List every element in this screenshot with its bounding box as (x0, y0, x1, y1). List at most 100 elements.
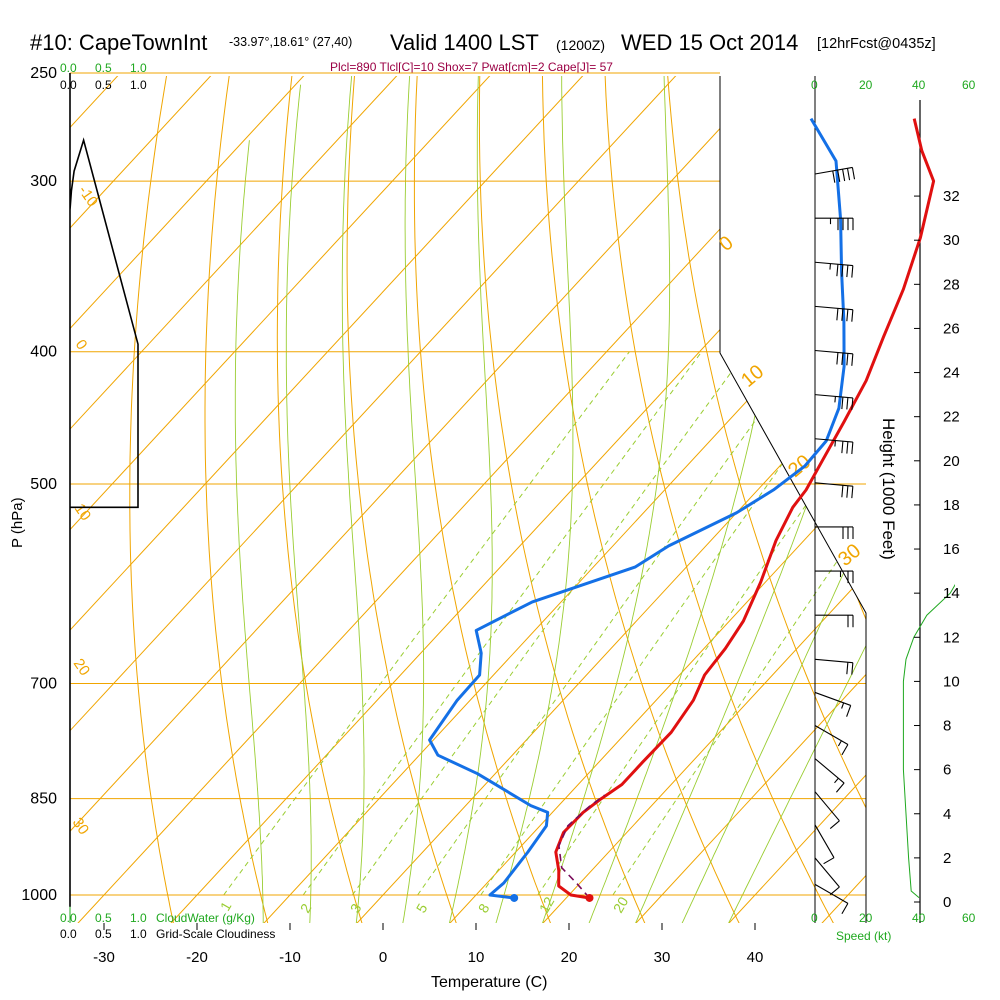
wind-barb-half (834, 440, 836, 447)
wind-barb-flag (846, 353, 849, 366)
wind-barb-half (834, 777, 839, 784)
isotherm-label: -10 (75, 183, 101, 211)
cloudiness-title: Grid-Scale Cloudiness (156, 927, 275, 941)
temperature-tick-label: 30 (654, 949, 671, 966)
wind-barb-flag (841, 441, 844, 454)
speed-scale-label: 60 (962, 911, 976, 925)
height-tick-label: 28 (943, 276, 960, 293)
wind-barb-staff (814, 824, 835, 858)
moist-adiabat-line (541, 76, 671, 923)
dry-adiabat-line (478, 76, 646, 923)
wind-barb-half (837, 740, 842, 747)
wind-barb-flag (829, 820, 840, 829)
wind-barb (815, 570, 854, 584)
y-axis-title: P (hPa) (9, 497, 26, 548)
mixing-ratio-line (351, 351, 747, 896)
isotherm-line (70, 76, 609, 923)
wind-barb (814, 758, 845, 793)
wind-barb-flag (851, 353, 854, 366)
pressure-tick-label: 400 (30, 344, 57, 361)
wind-barb-staff (814, 482, 853, 487)
surface-dewpoint-marker (510, 893, 519, 902)
wind-barb-half (829, 263, 831, 270)
height-tick-label: 4 (943, 806, 951, 823)
wind-barb-flag (836, 264, 839, 277)
wind-barb-staff (814, 857, 840, 888)
cloudiness-scale-label: 1.0 (130, 78, 147, 92)
dry-adiabat-label: 10 (737, 361, 768, 392)
wind-barb-flag (846, 441, 849, 454)
wind-barb-flag (842, 169, 846, 182)
isotherm-line (541, 76, 866, 923)
sounding-series (428, 117, 936, 902)
wind-barb-flag (846, 705, 852, 717)
moist-adiabat-line (402, 76, 425, 923)
wind-barb-staff (814, 349, 853, 355)
forecast-info: [12hrFcst@0435z] (817, 36, 936, 52)
pressure-tick-label: 250 (30, 65, 57, 82)
dry-adiabat-line (665, 76, 866, 923)
wind-barb (814, 883, 849, 915)
wind-barb (814, 261, 854, 278)
temperature-tick-label: -20 (186, 949, 208, 966)
wind-barb-flag (846, 397, 849, 410)
cloud-water-scale-label: 0.5 (95, 911, 112, 925)
height-tick-label: 12 (943, 629, 960, 646)
wind-barb-flag (846, 265, 849, 278)
wind-barb-flag (841, 308, 844, 321)
wind-barb-staff (814, 758, 845, 784)
height-tick-label: 6 (943, 762, 951, 779)
wind-barb (815, 526, 854, 539)
dewpoint-line (428, 117, 846, 900)
wind-barb-staff (814, 691, 851, 706)
mixing-ratio-line (223, 351, 630, 896)
cloudiness-scale-label: 0.0 (60, 927, 77, 941)
wind-barb (814, 482, 854, 499)
dry-adiabat-line (727, 76, 866, 923)
isotherm-line (448, 76, 866, 923)
wind-barb-half (834, 396, 836, 403)
isotherm-line (76, 76, 866, 923)
dry-adiabat-line (413, 76, 552, 923)
height-tick-label: 18 (943, 497, 960, 514)
cloud-scale-bottom: 0.0 0.5 1.0 CloudWater (g/Kg) 0.0 0.5 1.… (60, 911, 275, 941)
wind-barb-flag (841, 264, 844, 277)
wind-barb (814, 438, 854, 455)
dry-adiabat-line (913, 49, 1000, 924)
wind-barb-flag (841, 485, 844, 498)
mixing-ratio-line (480, 351, 863, 896)
wind-barb-flag (851, 397, 854, 410)
isotherm-label: 0 (72, 337, 91, 354)
dry-adiabat-line (850, 76, 866, 923)
wind-barb-flag (835, 782, 845, 793)
dry-adiabat-line (346, 76, 457, 923)
isotherm-line (70, 76, 423, 923)
wind-barb-flag (836, 308, 839, 321)
dry-adiabat-line (975, 49, 1000, 924)
dry-adiabat-line (204, 76, 269, 923)
wind-barb-flag (841, 744, 849, 756)
moist-adiabat-line (727, 76, 866, 923)
wind-barb-staff (814, 394, 853, 399)
pressure-tick-label: 300 (30, 173, 57, 190)
wind-barb-flag (851, 167, 856, 180)
wind-barb-flag (846, 485, 849, 498)
moist-adiabat-line (285, 84, 312, 923)
moist-adiabat-line (681, 76, 866, 923)
height-tick-label: 24 (943, 365, 960, 382)
moist-adiabat-line (341, 76, 365, 923)
isotherm-line (70, 76, 702, 923)
temperature-tick-label: -10 (279, 949, 301, 966)
isobar-lines (70, 72, 866, 896)
wind-barb-flag (851, 662, 854, 675)
isotherm-line (727, 76, 866, 923)
height-tick-label: 30 (943, 232, 960, 249)
utc-time: (1200Z) (556, 37, 605, 53)
diagram-right-edge (719, 76, 867, 923)
isotherm-line (70, 76, 516, 923)
wind-barb-staff (814, 883, 849, 904)
height-tick-label: 10 (943, 673, 960, 690)
wind-barb-staff (814, 791, 840, 822)
